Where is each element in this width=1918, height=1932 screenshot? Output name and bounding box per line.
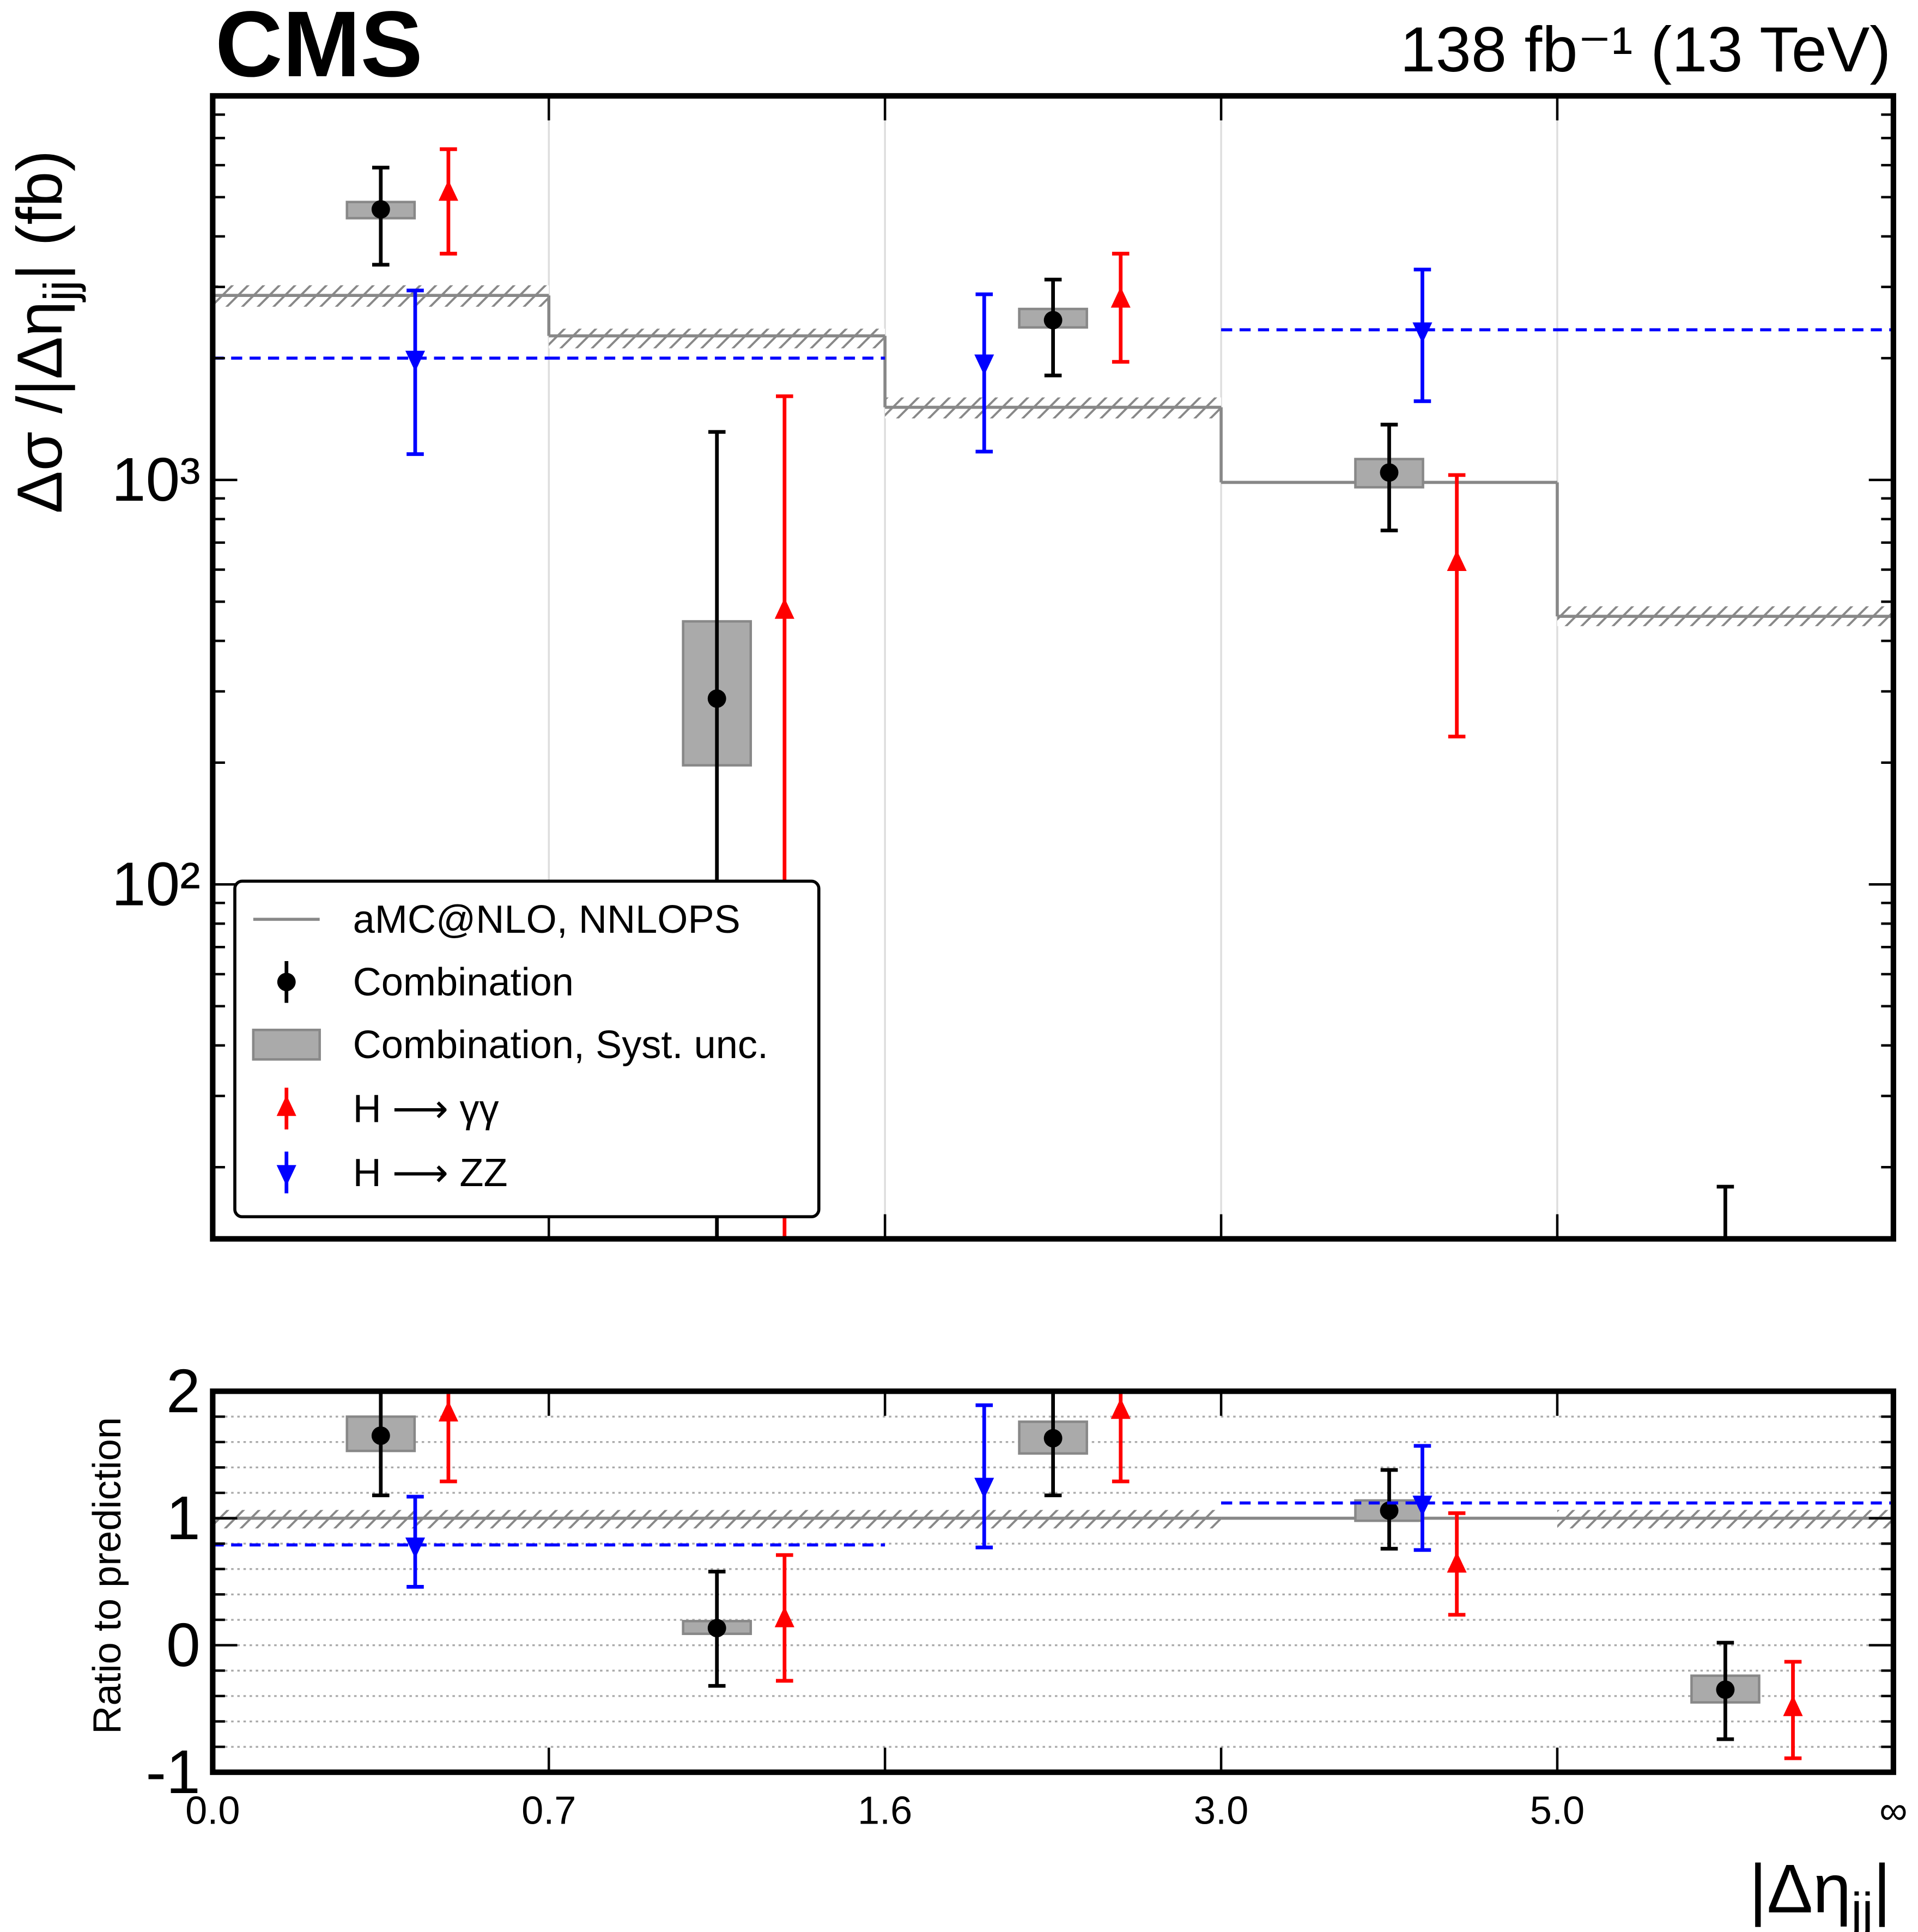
legend: aMC@NLO, NNLOPS Combination Combination, S…: [233, 879, 821, 1218]
y-tick-label: 2: [166, 1357, 201, 1425]
luminosity-label: 138 fb⁻¹ (13 TeV): [1400, 14, 1891, 85]
data-point: [974, 354, 994, 375]
data-point: [1412, 322, 1433, 344]
x-tick-label: ∞: [1879, 1789, 1907, 1833]
experiment-label: CMS: [215, 0, 423, 96]
x-tick-label: 5.0: [1530, 1789, 1585, 1833]
data-point: [1412, 1496, 1433, 1517]
y-tick-label: -1: [145, 1737, 200, 1806]
data-point: [438, 180, 458, 201]
data-point: [1447, 1552, 1467, 1573]
legend-syst-box: [252, 1029, 321, 1061]
data-point: [1447, 550, 1467, 571]
x-tick-label: 3.0: [1194, 1789, 1248, 1833]
legend-label: H ⟶ γγ: [353, 1087, 499, 1131]
data-point: [276, 1095, 296, 1116]
data-point: [1380, 1501, 1399, 1520]
data-point: [1110, 287, 1131, 308]
legend-box: [233, 879, 821, 1218]
data-point: [438, 1400, 458, 1421]
data-point: [707, 689, 726, 708]
plot-area: [213, 1391, 1893, 1760]
data-point: [371, 200, 390, 219]
y-tick-label: 10³: [112, 445, 201, 514]
ratio-y-axis-label: Ratio to prediction: [86, 1417, 129, 1734]
data-point: [405, 1537, 426, 1559]
plot-frame: [210, 1388, 1896, 1775]
data-point: [1043, 1429, 1063, 1448]
data-point: [707, 1619, 726, 1638]
prediction-uncertainty: [549, 329, 885, 349]
data-point: [276, 1165, 296, 1186]
data-point: [277, 973, 296, 992]
x-tick-label: 0.0: [185, 1789, 240, 1833]
data-point: [371, 1426, 390, 1445]
data-point: [1380, 463, 1399, 482]
legend-label: aMC@NLO, NNLOPS: [353, 898, 741, 941]
data-point: [774, 1606, 794, 1627]
y-tick-label: 0: [166, 1611, 201, 1679]
plot-area: [213, 147, 1893, 1239]
y-axis-label: Δσ /|Δηjj| (fb): [4, 150, 87, 514]
data-point: [405, 350, 426, 372]
x-axis-label: |Δηjj|: [1749, 1850, 1891, 1932]
data-point: [1716, 1680, 1735, 1699]
x-label-part: |: [1873, 1850, 1891, 1927]
data-point: [1110, 1398, 1131, 1419]
data-point: [1783, 1695, 1803, 1716]
legend-label: Combination: [353, 961, 574, 1004]
x-label-subscript: jj: [1849, 1883, 1873, 1932]
x-tick-label: 1.6: [858, 1789, 912, 1833]
data-point: [974, 1478, 994, 1499]
y-tick-label: 10²: [112, 850, 201, 919]
x-tick-label: 0.7: [521, 1789, 576, 1833]
data-point: [1043, 311, 1063, 330]
legend-label: H ⟶ ZZ: [353, 1151, 508, 1195]
y-label-part: Δσ /|Δη: [4, 301, 75, 514]
y-tick-label: 1: [166, 1484, 201, 1552]
legend-label: Combination, Syst. unc.: [353, 1023, 768, 1067]
x-label-part: |Δη: [1749, 1850, 1851, 1927]
data-point: [774, 598, 794, 619]
y-label-subscript: jj: [34, 281, 87, 303]
plot-frame: [210, 93, 1896, 1242]
y-label-part: | (fb): [4, 150, 75, 281]
